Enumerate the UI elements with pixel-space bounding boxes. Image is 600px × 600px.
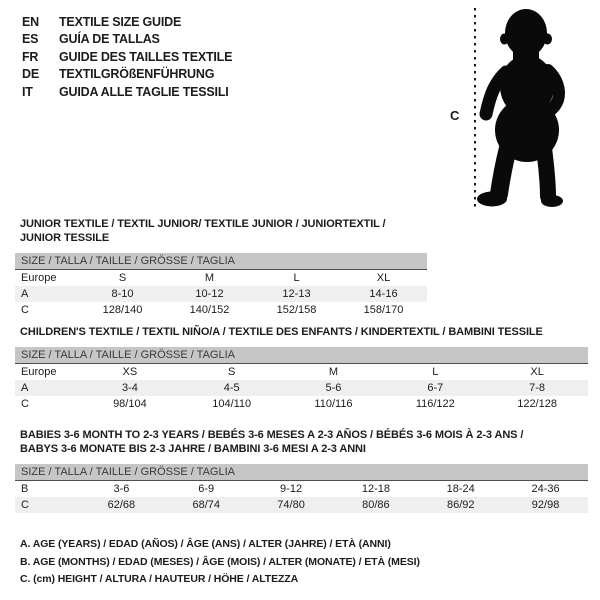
children-table-title: CHILDREN'S TEXTILE / TEXTIL NIÑO/A / TEX… [20,326,543,338]
size-cell: 74/80 [277,499,305,511]
size-cell: 128/140 [102,304,143,316]
table-row: Europe S M L XL [15,270,427,286]
size-cell: M [328,366,339,378]
size-cell: 110/116 [314,398,353,410]
language-code: EN [22,14,39,29]
size-cell: 68/74 [192,499,220,511]
size-header-bar: SIZE / TALLA / TAILLE / GRÖSSE / TAGLIA [15,464,588,481]
size-cell: 62/68 [107,499,136,511]
size-cell: 18-24 [446,483,475,495]
children-size-table: Europe XS S M L XL A 3-4 4-5 5-6 6-7 7-8 C 98/104 104/… [15,364,588,412]
row-label: A [21,382,29,394]
size-cell: XS [122,366,138,378]
size-cell: 3-6 [113,483,130,495]
size-cell: L [432,366,439,378]
size-cell: 4-5 [223,382,240,394]
footnote-a: A. AGE (YEARS) / EDAD (AÑOS) / ÂGE (ANS)… [20,538,391,550]
row-label: C [21,499,29,511]
size-cell: 6-9 [198,483,215,495]
junior-textile-section: JUNIOR TEXTILE / TEXTIL JUNIOR/ TEXTILE … [15,217,427,318]
size-cell: 3-4 [121,382,138,394]
language-row: ES GUÍA DE TALLAS [22,31,232,49]
size-cell: 80/86 [362,499,390,511]
size-cell: XL [530,366,544,378]
size-cell: 24-36 [531,483,560,495]
size-cell: 98/104 [113,398,147,410]
size-cell: XL [376,272,391,284]
size-header-bar: SIZE / TALLA / TAILLE / GRÖSSE / TAGLIA [15,347,588,364]
language-code: ES [22,32,39,47]
size-cell: 5-6 [325,382,342,394]
size-cell: 116/122 [415,398,455,410]
size-cell: 7-8 [529,382,546,394]
language-row: EN TEXTILE SIZE GUIDE [22,13,232,31]
language-title: GUÍA DE TALLAS [59,32,160,47]
table-row: C 98/104 104/110 110/116 116/122 122/128 [15,396,588,412]
babies-size-table: B 3-6 6-9 9-12 12-18 18-24 24-36 C 62/68 68/74 74/… [15,481,588,513]
size-cell: 6-7 [427,382,444,394]
size-cell: 92/98 [531,499,560,511]
row-label: Europe [21,272,57,284]
size-cell: 12-18 [361,483,390,495]
size-cell: L [293,272,300,284]
size-cell: 8-10 [111,288,134,300]
junior-table-title: JUNIOR TEXTILE / TEXTIL JUNIOR/ TEXTILE … [20,218,386,244]
row-label: Europe [21,366,57,378]
language-title: GUIDE DES TAILLES TEXTILE [59,49,233,64]
size-cell: S [228,366,236,378]
footnote-b: B. AGE (MONTHS) / EDAD (MESES) / ÂGE (MO… [20,555,420,568]
babies-table-title: BABIES 3-6 MONTH TO 2-3 YEARS / BEBÉS 3-… [20,429,524,455]
junior-size-table: Europe S M L XL A 8-10 10-12 12-13 14-16 C 128/140 1… [15,270,427,318]
size-cell: 86/92 [446,499,475,511]
size-cell: 122/128 [517,398,557,410]
language-code: IT [22,84,33,99]
size-cell: M [204,272,215,284]
baby-silhouette-icon [477,9,565,207]
babies-textile-section: BABIES 3-6 MONTH TO 2-3 YEARS / BEBÉS 3-… [15,428,588,513]
footnote-c: C. (cm) HEIGHT / ALTURA / HAUTEUR / HÖHE… [20,573,299,585]
language-title-list: EN TEXTILE SIZE GUIDE ES GUÍA DE TALLAS … [22,13,232,101]
size-cell: 158/170 [363,304,404,316]
height-measure-label: C [450,108,460,123]
language-title: TEXTILGRÖßENFÜHRUNG [59,67,215,82]
table-row: A 3-4 4-5 5-6 6-7 7-8 [15,380,588,396]
table-row: C 128/140 140/152 152/158 158/170 [15,302,427,318]
language-code: FR [22,49,39,64]
table-row: C 62/68 68/74 74/80 80/86 86/92 92/98 [15,497,588,513]
row-label: B [21,483,29,495]
size-cell: 152/158 [276,304,317,316]
language-row: FR GUIDE DES TAILLES TEXTILE [22,48,232,66]
table-row: A 8-10 10-12 12-13 14-16 [15,286,427,302]
language-title: TEXTILE SIZE GUIDE [59,14,182,29]
children-textile-section: CHILDREN'S TEXTILE / TEXTIL NIÑO/A / TEX… [15,325,588,412]
size-header-bar: SIZE / TALLA / TAILLE / GRÖSSE / TAGLIA [15,253,427,270]
footnotes: A. AGE (YEARS) / EDAD (AÑOS) / ÂGE (ANS)… [20,536,420,589]
row-label: C [21,304,29,316]
row-label: C [21,398,29,410]
table-row: B 3-6 6-9 9-12 12-18 18-24 24-36 [15,481,588,497]
height-measure: C [450,8,476,208]
size-cell: 10-12 [195,288,224,300]
table-row: Europe XS S M L XL [15,364,588,380]
size-cell: 12-13 [282,288,311,300]
language-row: IT GUIDA ALLE TAGLIE TESSILI [22,83,232,101]
baby-figure: C [440,0,600,215]
language-title: GUIDA ALLE TAGLIE TESSILI [59,84,229,99]
size-cell: 140/152 [189,304,230,316]
size-cell: 9-12 [280,483,303,495]
language-code: DE [22,67,39,82]
row-label: A [21,288,29,300]
size-cell: S [118,272,127,284]
language-row: DE TEXTILGRÖßENFÜHRUNG [22,66,232,84]
size-cell: 104/110 [212,398,252,410]
size-cell: 14-16 [369,288,398,300]
